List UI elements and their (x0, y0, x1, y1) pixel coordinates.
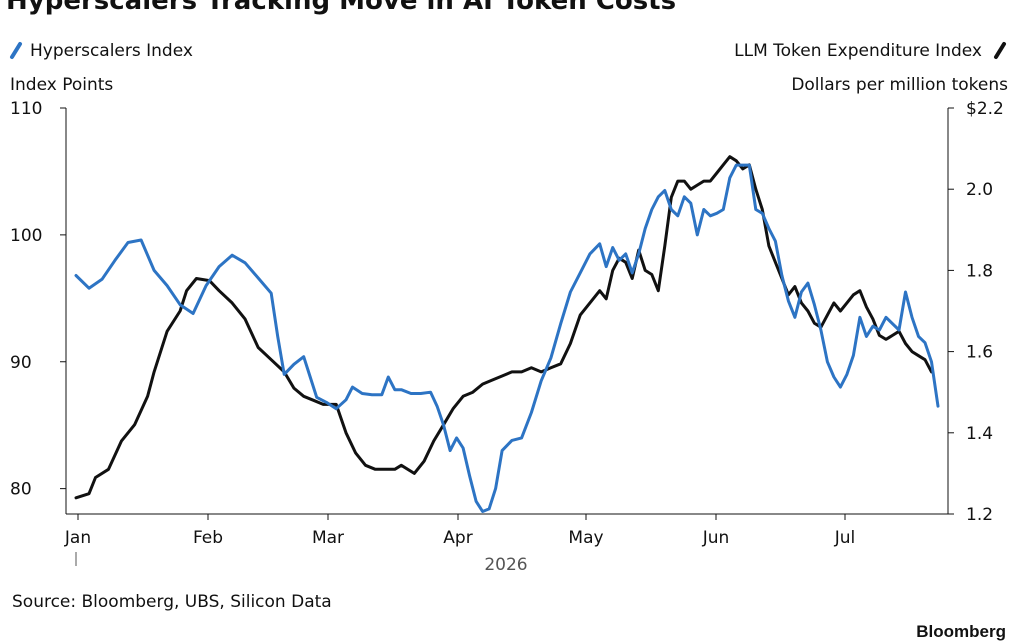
legend-swatch-blue (10, 42, 22, 59)
legend-llm: LLM Token Expenditure Index (734, 41, 1006, 61)
right-tick-label: 2.0 (966, 180, 993, 200)
chart-title: Hyperscalers Tracking Move in AI Token C… (6, 0, 677, 16)
left-axis-ticks: 80 90 100 110 (10, 99, 66, 500)
left-tick-label: 80 (10, 480, 32, 500)
legend-label-llm: LLM Token Expenditure Index (734, 41, 982, 61)
left-axis-label: Index Points (10, 75, 113, 95)
right-tick-label: 1.4 (966, 424, 993, 444)
x-tick-label: Jun (702, 528, 730, 548)
x-tick-label: Feb (193, 528, 223, 548)
left-tick-label: 110 (10, 99, 42, 119)
right-axis-label: Dollars per million tokens (791, 75, 1008, 95)
x-tick-label: Jan (64, 528, 91, 548)
legend-label-hyperscalers: Hyperscalers Index (30, 41, 193, 61)
legend-swatch-black (994, 42, 1006, 59)
right-tick-label: 1.8 (966, 261, 993, 281)
right-tick-label: $2.2 (966, 99, 1004, 119)
series-line-llm (74, 155, 933, 500)
right-tick-label: 1.2 (966, 505, 993, 525)
x-axis-ticks: Jan Feb Mar Apr May Jun Jul (64, 514, 855, 548)
source-note: Source: Bloomberg, UBS, Silicon Data (12, 592, 332, 612)
x-tick-label: May (568, 528, 603, 548)
brand-logo: Bloomberg (916, 622, 1006, 641)
x-tick-label: Jul (834, 528, 856, 548)
x-axis-year: 2026 (484, 555, 527, 575)
legend-hyperscalers: Hyperscalers Index (10, 41, 193, 61)
right-tick-label: 1.6 (966, 343, 993, 363)
series-layer (74, 155, 940, 513)
series-line-hyperscalers (74, 163, 940, 513)
x-tick-label: Apr (443, 528, 472, 548)
left-tick-label: 90 (10, 353, 32, 373)
x-tick-label: Mar (312, 528, 344, 548)
left-tick-label: 100 (10, 226, 42, 246)
right-axis-ticks: 1.2 1.4 1.6 1.8 2.0 $2.2 (948, 99, 1004, 525)
